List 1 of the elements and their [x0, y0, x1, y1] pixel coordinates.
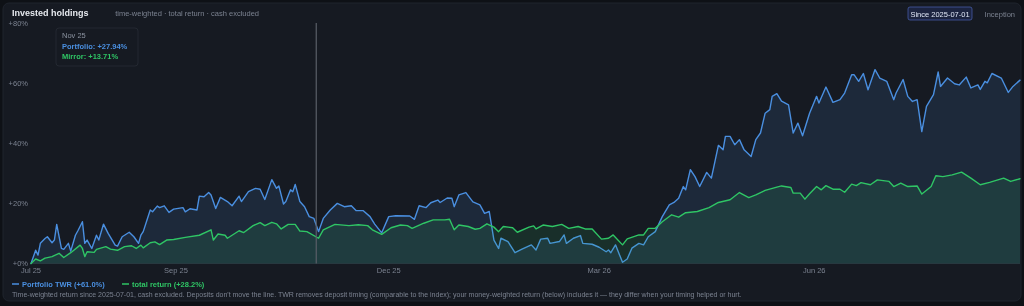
chart-title: Invested holdings [12, 8, 89, 18]
